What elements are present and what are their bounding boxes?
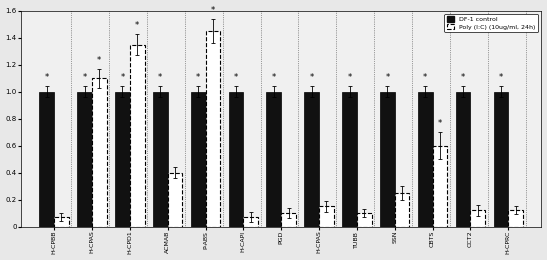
Bar [54, 217, 69, 226]
Text: *: * [196, 73, 200, 82]
Text: *: * [234, 73, 238, 82]
Text: *: * [385, 73, 389, 82]
Text: *: * [120, 73, 125, 82]
Text: *: * [347, 73, 352, 82]
Bar [418, 92, 433, 226]
Bar [243, 217, 258, 226]
Bar [319, 206, 334, 226]
Text: *: * [135, 21, 139, 30]
Text: *: * [423, 73, 427, 82]
Text: *: * [158, 73, 162, 82]
Text: *: * [272, 73, 276, 82]
Bar [115, 92, 130, 226]
Text: *: * [461, 73, 465, 82]
Bar [433, 146, 447, 226]
Text: *: * [499, 73, 503, 82]
Bar [357, 213, 371, 226]
Bar [167, 173, 182, 226]
Bar [304, 92, 319, 226]
Text: *: * [97, 56, 101, 65]
Bar [130, 44, 144, 226]
Legend: DF-1 control, Poly (I:C) (10ug/ml, 24h): DF-1 control, Poly (I:C) (10ug/ml, 24h) [445, 14, 538, 32]
Bar [508, 210, 523, 226]
Bar [342, 92, 357, 226]
Bar [456, 92, 470, 226]
Bar [153, 92, 167, 226]
Text: *: * [211, 6, 215, 15]
Bar [77, 92, 92, 226]
Text: *: * [310, 73, 314, 82]
Text: *: * [45, 73, 49, 82]
Bar [229, 92, 243, 226]
Bar [380, 92, 395, 226]
Bar [191, 92, 206, 226]
Bar [266, 92, 281, 226]
Bar [493, 92, 508, 226]
Bar [281, 213, 296, 226]
Bar [206, 31, 220, 226]
Text: *: * [438, 119, 442, 128]
Bar [470, 210, 485, 226]
Text: *: * [83, 73, 87, 82]
Bar [92, 78, 107, 226]
Bar [395, 193, 410, 226]
Bar [39, 92, 54, 226]
